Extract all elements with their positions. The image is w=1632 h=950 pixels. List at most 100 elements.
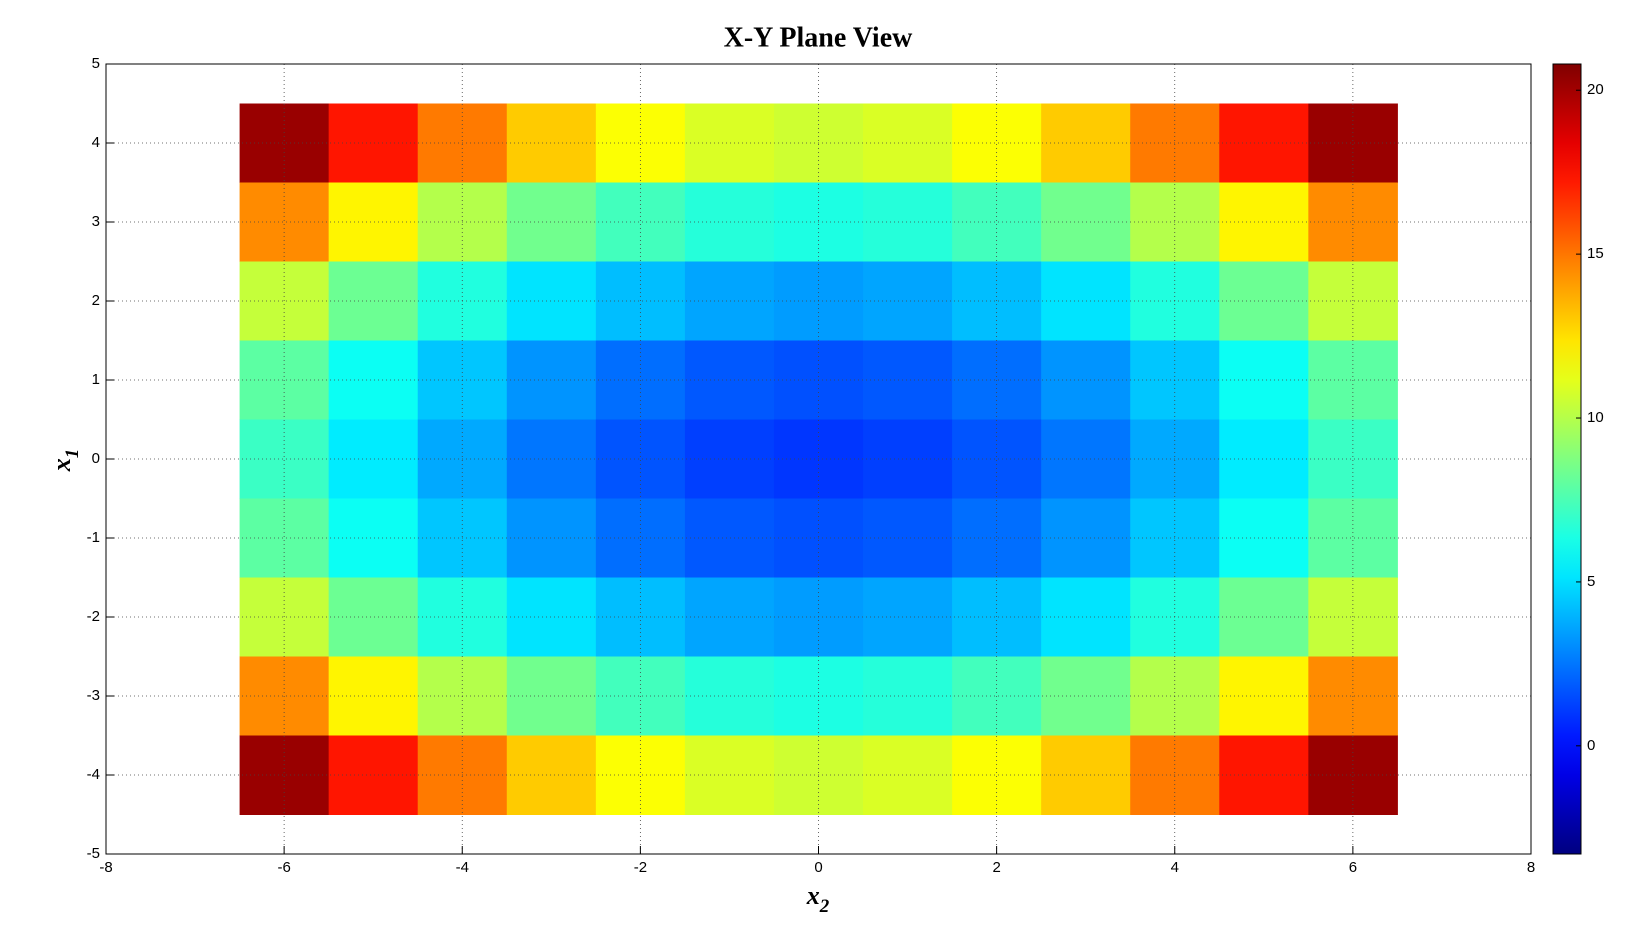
x-label-base: x bbox=[806, 881, 820, 910]
heat-cell bbox=[239, 103, 330, 183]
heat-cell bbox=[952, 498, 1042, 578]
heat-cell bbox=[595, 498, 686, 578]
heat-cell bbox=[863, 656, 953, 736]
heat-cell bbox=[1041, 735, 1131, 815]
y-tick-label: -4 bbox=[87, 766, 100, 783]
heat-cell bbox=[595, 182, 686, 262]
chart-title: X-Y Plane View bbox=[724, 22, 913, 53]
heat-cell bbox=[239, 735, 330, 815]
heat-cell bbox=[952, 261, 1042, 341]
x-tick-label: -2 bbox=[634, 859, 647, 876]
heat-cell bbox=[328, 577, 419, 657]
heat-cell bbox=[506, 419, 597, 499]
heat-cell bbox=[506, 340, 597, 420]
y-axis-label: x1 bbox=[47, 449, 83, 473]
heat-cell bbox=[239, 577, 330, 657]
heat-cell bbox=[684, 577, 775, 657]
heat-cell bbox=[1041, 340, 1131, 420]
heat-cell bbox=[595, 735, 686, 815]
heat-cell bbox=[328, 103, 419, 183]
heat-cell bbox=[1308, 498, 1398, 578]
heat-cell bbox=[328, 419, 419, 499]
heat-cell bbox=[506, 577, 597, 657]
x-tick-label: 4 bbox=[1171, 859, 1179, 876]
colorbar-tick-label: 0 bbox=[1587, 737, 1595, 754]
heat-cell bbox=[863, 735, 953, 815]
heat-cell bbox=[506, 735, 597, 815]
heat-cell bbox=[952, 182, 1042, 262]
heat-cell bbox=[684, 340, 775, 420]
y-tick-label: 2 bbox=[92, 292, 100, 309]
y-tick-label: -1 bbox=[87, 529, 100, 546]
heat-cell bbox=[595, 577, 686, 657]
heat-cell bbox=[506, 103, 597, 183]
heat-cell bbox=[863, 103, 953, 183]
heat-cell bbox=[1219, 103, 1309, 183]
colorbar-tick-label: 5 bbox=[1587, 573, 1595, 590]
heat-cell bbox=[595, 103, 686, 183]
y-label-sub: 1 bbox=[62, 449, 83, 459]
heat-cell bbox=[863, 340, 953, 420]
x-tick-label: -4 bbox=[456, 859, 469, 876]
heat-cell bbox=[1308, 419, 1398, 499]
heat-cell bbox=[1308, 735, 1398, 815]
heat-cell bbox=[1308, 577, 1398, 657]
heat-cell bbox=[328, 261, 419, 341]
heat-cell bbox=[684, 261, 775, 341]
colorbar-tick-label: 10 bbox=[1587, 409, 1604, 426]
heat-cell bbox=[863, 419, 953, 499]
heat-cell bbox=[1219, 419, 1309, 499]
heat-cell bbox=[1041, 498, 1131, 578]
heat-cell bbox=[684, 735, 775, 815]
heat-cell bbox=[1219, 577, 1309, 657]
heat-cell bbox=[506, 498, 597, 578]
y-tick-label: 3 bbox=[92, 213, 100, 230]
heat-cell bbox=[1041, 182, 1131, 262]
y-tick-label: 5 bbox=[92, 55, 100, 72]
heat-cell bbox=[1041, 261, 1131, 341]
y-tick-label: -5 bbox=[87, 845, 100, 862]
y-tick-label: 4 bbox=[92, 134, 100, 151]
heat-cell bbox=[863, 182, 953, 262]
heat-cell bbox=[595, 419, 686, 499]
heat-cell bbox=[1308, 182, 1398, 262]
heat-cell bbox=[684, 182, 775, 262]
colorbar-tick-label: 15 bbox=[1587, 245, 1604, 262]
plot-border bbox=[105, 63, 1532, 855]
heat-cell bbox=[952, 103, 1042, 183]
heat-cell bbox=[952, 419, 1042, 499]
heat-cell bbox=[328, 182, 419, 262]
heat-cell bbox=[952, 577, 1042, 657]
heat-cell bbox=[328, 656, 419, 736]
heat-cell bbox=[239, 182, 330, 262]
heat-cell bbox=[328, 340, 419, 420]
heat-cell bbox=[863, 498, 953, 578]
x-label-sub: 2 bbox=[819, 896, 830, 917]
heat-cell bbox=[1041, 419, 1131, 499]
heat-cell bbox=[1308, 261, 1398, 341]
heat-cell bbox=[239, 498, 330, 578]
y-tick-label: 1 bbox=[92, 371, 100, 388]
x-axis-label: x2 bbox=[806, 881, 830, 917]
heat-cell bbox=[506, 182, 597, 262]
heat-cell bbox=[506, 261, 597, 341]
heat-cell bbox=[684, 103, 775, 183]
heat-cell bbox=[328, 735, 419, 815]
heat-cell bbox=[1219, 656, 1309, 736]
heat-cell bbox=[328, 498, 419, 578]
x-tick-label: 0 bbox=[814, 859, 822, 876]
heat-cell bbox=[684, 498, 775, 578]
y-label-base: x bbox=[47, 458, 76, 472]
heat-cell bbox=[863, 261, 953, 341]
heat-cell bbox=[1041, 103, 1131, 183]
heat-cell bbox=[595, 261, 686, 341]
colorbar-tick-label: 20 bbox=[1587, 81, 1604, 98]
heat-cell bbox=[952, 735, 1042, 815]
heat-cell bbox=[1219, 261, 1309, 341]
heat-cell bbox=[239, 419, 330, 499]
heat-cell bbox=[506, 656, 597, 736]
colorbar bbox=[1552, 63, 1582, 855]
y-tick-label: 0 bbox=[92, 450, 100, 467]
y-tick-label: -2 bbox=[87, 608, 100, 625]
